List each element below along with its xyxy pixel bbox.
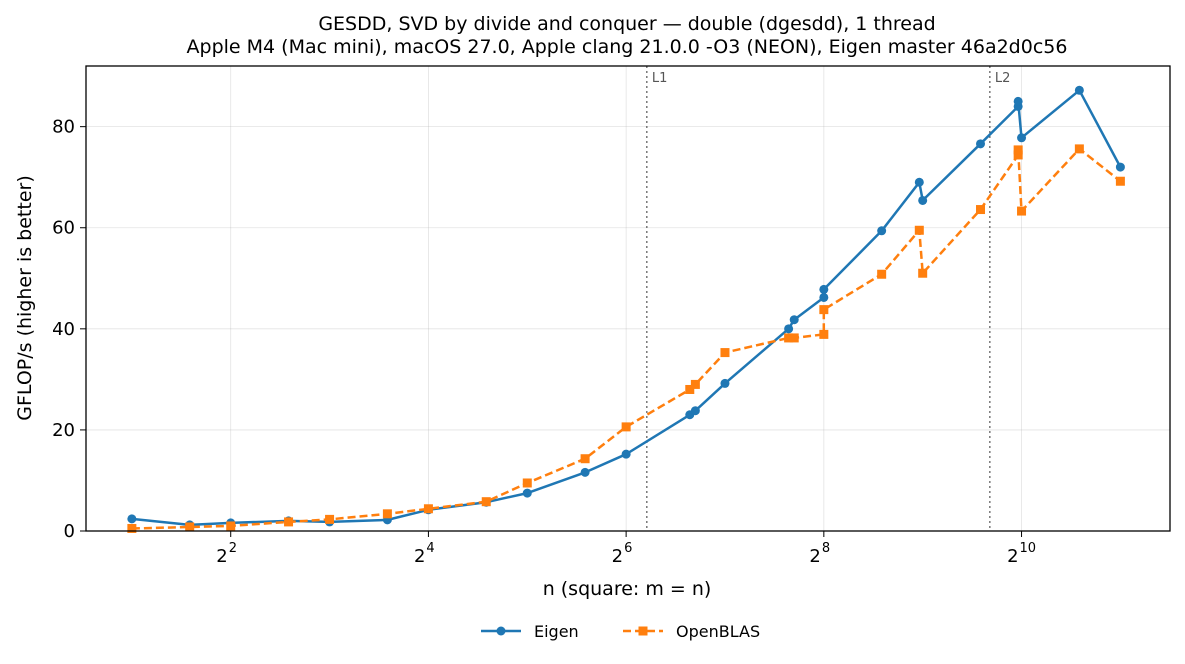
data-point-openblas <box>1017 206 1027 216</box>
legend-item-openblas: OpenBLAS <box>623 622 760 641</box>
cache-label-l1: L1 <box>652 71 668 86</box>
data-point-openblas <box>976 205 986 215</box>
plot-series <box>127 85 1125 533</box>
data-point-openblas <box>819 329 829 339</box>
data-point-openblas <box>1074 144 1084 154</box>
data-point-openblas <box>819 305 829 315</box>
data-point-openblas <box>226 521 236 531</box>
data-point-eigen <box>784 324 794 334</box>
x-tick-base: 2 <box>1007 546 1018 567</box>
y-tick-label: 60 <box>52 218 75 239</box>
legend-label-eigen: Eigen <box>534 622 579 641</box>
x-tick-exponent: 10 <box>1020 541 1037 556</box>
data-point-eigen <box>1017 133 1027 143</box>
data-point-eigen <box>522 488 532 498</box>
legend-item-eigen: Eigen <box>481 622 579 641</box>
y-tick-label: 0 <box>64 521 75 542</box>
data-point-eigen <box>819 292 829 302</box>
data-point-openblas <box>580 454 590 464</box>
data-point-openblas <box>1115 176 1125 186</box>
data-point-eigen <box>918 195 928 205</box>
x-tick-base: 2 <box>809 546 820 567</box>
data-point-openblas <box>522 478 532 488</box>
x-tick-label: 2 10 <box>1007 541 1036 567</box>
cache-size-markers: L1 L2 <box>646 66 1011 531</box>
data-point-eigen <box>789 315 799 325</box>
x-tick-base: 2 <box>414 546 425 567</box>
data-point-eigen <box>720 378 730 388</box>
data-point-openblas <box>185 522 195 532</box>
data-point-openblas <box>1013 150 1023 160</box>
plot-frame <box>85 65 1171 532</box>
data-point-eigen <box>914 177 924 187</box>
legend-marker-openblas <box>638 626 648 636</box>
data-point-eigen <box>1115 162 1125 172</box>
data-point-eigen <box>690 406 700 416</box>
data-point-eigen <box>1074 85 1084 95</box>
data-point-eigen <box>877 226 887 236</box>
data-point-openblas <box>481 497 491 507</box>
x-tick-exponent: 4 <box>426 541 434 556</box>
data-point-openblas <box>1013 145 1023 155</box>
y-tick-label: 20 <box>52 420 75 441</box>
x-tick-exponent: 8 <box>822 541 830 556</box>
data-point-openblas <box>382 509 392 519</box>
data-point-openblas <box>284 517 294 527</box>
y-axis-label: GFLOP/s (higher is better) <box>14 175 36 420</box>
y-tick-label: 80 <box>52 117 75 138</box>
data-point-openblas <box>720 348 730 358</box>
chart-subtitle: Apple M4 (Mac mini), macOS 27.0, Apple c… <box>187 36 1068 58</box>
x-axis-label: n (square: m = n) <box>543 578 712 600</box>
x-tick-base: 2 <box>216 546 227 567</box>
data-point-openblas <box>784 333 794 343</box>
legend: Eigen OpenBLAS <box>481 622 760 641</box>
legend-marker-eigen <box>496 626 506 636</box>
chart-title: GESDD, SVD by divide and conquer — doubl… <box>318 13 935 35</box>
x-axis-ticks: 2 2 2 4 2 6 2 8 2 10 <box>216 531 1036 567</box>
x-tick-base: 2 <box>612 546 623 567</box>
data-point-openblas <box>423 504 433 514</box>
y-tick-label: 40 <box>52 319 75 340</box>
data-point-openblas <box>621 422 631 432</box>
data-point-openblas <box>690 379 700 389</box>
x-tick-exponent: 2 <box>229 541 237 556</box>
data-point-eigen <box>621 449 631 459</box>
data-point-openblas <box>789 333 799 343</box>
cache-label-l2: L2 <box>995 71 1011 86</box>
data-point-eigen <box>819 284 829 294</box>
data-point-eigen <box>127 514 137 524</box>
data-point-openblas <box>685 384 695 394</box>
data-point-openblas <box>127 523 137 533</box>
data-point-eigen <box>580 467 590 477</box>
data-point-eigen <box>976 139 986 149</box>
y-axis-ticks: 0 20 40 60 80 <box>52 117 86 542</box>
legend-label-openblas: OpenBLAS <box>676 622 760 641</box>
data-point-openblas <box>914 225 924 235</box>
data-point-eigen <box>1013 96 1023 106</box>
x-tick-exponent: 6 <box>624 541 632 556</box>
data-point-openblas <box>325 514 335 524</box>
data-point-openblas <box>918 268 928 278</box>
data-point-openblas <box>877 269 887 279</box>
